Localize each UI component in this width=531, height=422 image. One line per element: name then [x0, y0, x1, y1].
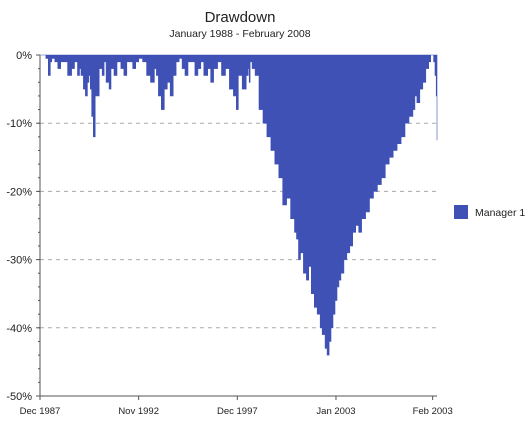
x-tick-label: Feb 2003: [413, 406, 453, 417]
y-tick-label: -30%: [6, 255, 32, 267]
series-area-manager-1: [40, 54, 438, 356]
chart-subtitle: January 1988 - February 2008: [169, 28, 310, 40]
legend-swatch: [454, 205, 468, 219]
chart-title: Drawdown: [205, 9, 276, 26]
x-tick-label: Dec 1997: [217, 406, 258, 417]
y-tick-label: -40%: [6, 323, 32, 335]
legend: Manager 1: [454, 205, 525, 219]
x-tick-labels: Dec 1987 Nov 1992 Dec 1997 Jan 2003 Feb 2003: [20, 396, 453, 417]
axes: [39, 55, 437, 397]
drawdown-area: [40, 54, 438, 356]
y-tick-label: -50%: [6, 391, 32, 403]
x-tick-label: Dec 1987: [20, 406, 61, 417]
y-tick-labels: 0% -10% -20% -30% -40% -50%: [6, 50, 40, 403]
y-tick-label: 0%: [16, 50, 32, 62]
legend-label: Manager 1: [475, 207, 525, 219]
x-tick-label: Jan 2003: [316, 406, 355, 417]
y-tick-label: -10%: [6, 118, 32, 130]
y-tick-label: -20%: [6, 186, 32, 198]
x-tick-label: Nov 1992: [118, 406, 159, 417]
